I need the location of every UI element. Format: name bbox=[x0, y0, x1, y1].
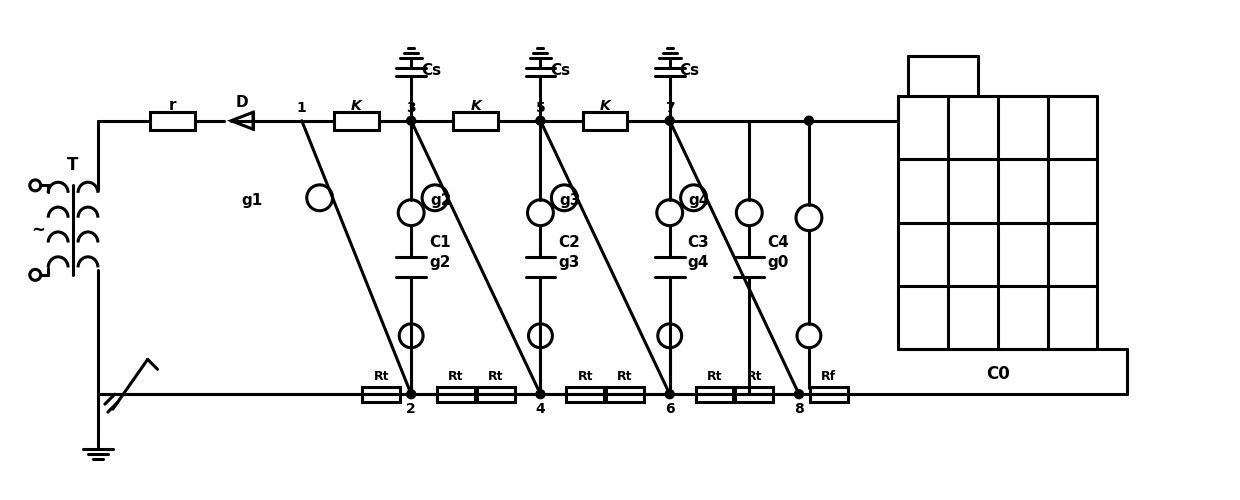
Text: g3: g3 bbox=[559, 193, 582, 208]
Text: g0: g0 bbox=[768, 255, 789, 270]
Text: K: K bbox=[470, 99, 481, 113]
Text: Rf: Rf bbox=[821, 370, 837, 383]
Text: 4: 4 bbox=[536, 402, 546, 416]
Bar bbox=[362, 386, 401, 402]
Text: K: K bbox=[600, 99, 610, 113]
Circle shape bbox=[407, 390, 415, 398]
Text: 6: 6 bbox=[665, 402, 675, 416]
Bar bbox=[567, 386, 604, 402]
Text: Cs: Cs bbox=[680, 64, 699, 78]
Text: C4: C4 bbox=[768, 235, 789, 250]
Circle shape bbox=[795, 390, 804, 398]
Bar bbox=[477, 386, 515, 402]
Text: g4: g4 bbox=[689, 193, 711, 208]
Text: D: D bbox=[236, 96, 248, 110]
Text: Rt: Rt bbox=[448, 370, 464, 383]
Text: Rt: Rt bbox=[707, 370, 722, 383]
Text: g1: g1 bbox=[242, 193, 263, 208]
Polygon shape bbox=[231, 112, 253, 129]
Circle shape bbox=[407, 116, 415, 125]
Bar bbox=[606, 386, 644, 402]
Text: 2: 2 bbox=[407, 402, 417, 416]
Circle shape bbox=[536, 390, 544, 398]
Text: ~: ~ bbox=[31, 221, 45, 239]
Bar bbox=[150, 112, 195, 130]
Bar bbox=[810, 386, 848, 402]
Text: r: r bbox=[169, 98, 176, 114]
Text: Rt: Rt bbox=[618, 370, 632, 383]
Bar bbox=[583, 112, 627, 130]
Text: C3: C3 bbox=[688, 235, 709, 250]
Text: C0: C0 bbox=[986, 366, 1009, 384]
Text: Rt: Rt bbox=[489, 370, 503, 383]
Circle shape bbox=[805, 116, 813, 125]
Text: 3: 3 bbox=[407, 101, 415, 115]
Text: g4: g4 bbox=[688, 255, 709, 270]
Text: 5: 5 bbox=[536, 101, 546, 115]
Bar bbox=[735, 386, 774, 402]
Text: 7: 7 bbox=[665, 101, 675, 115]
Circle shape bbox=[665, 390, 675, 398]
Circle shape bbox=[665, 116, 675, 125]
Bar bbox=[436, 386, 475, 402]
Text: Rt: Rt bbox=[746, 370, 763, 383]
Bar bbox=[454, 112, 498, 130]
Circle shape bbox=[536, 116, 544, 125]
Text: Rt: Rt bbox=[373, 370, 389, 383]
Text: Cs: Cs bbox=[551, 64, 570, 78]
Text: g3: g3 bbox=[558, 255, 580, 270]
Text: 8: 8 bbox=[794, 402, 804, 416]
Text: C2: C2 bbox=[558, 235, 580, 250]
Text: C1: C1 bbox=[429, 235, 450, 250]
Text: g2: g2 bbox=[429, 255, 450, 270]
Text: 1: 1 bbox=[296, 101, 306, 115]
Bar bbox=[334, 112, 379, 130]
Text: g2: g2 bbox=[430, 193, 451, 208]
Text: T: T bbox=[67, 156, 79, 174]
Text: K: K bbox=[351, 99, 362, 113]
Bar bbox=[696, 386, 733, 402]
Text: Rt: Rt bbox=[578, 370, 593, 383]
Text: Cs: Cs bbox=[422, 64, 441, 78]
